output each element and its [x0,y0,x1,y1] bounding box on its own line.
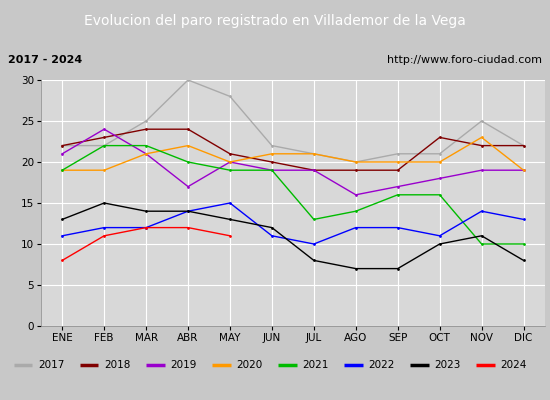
Text: http://www.foro-ciudad.com: http://www.foro-ciudad.com [387,55,542,65]
Text: 2022: 2022 [368,360,394,370]
Text: 2024: 2024 [500,360,526,370]
Text: 2019: 2019 [170,360,196,370]
Text: Evolucion del paro registrado en Villademor de la Vega: Evolucion del paro registrado en Villade… [84,14,466,28]
Text: 2017 - 2024: 2017 - 2024 [8,55,82,65]
Text: 2017: 2017 [38,360,64,370]
Text: 2023: 2023 [434,360,460,370]
Text: 2020: 2020 [236,360,262,370]
Text: 2018: 2018 [104,360,130,370]
Text: 2021: 2021 [302,360,328,370]
